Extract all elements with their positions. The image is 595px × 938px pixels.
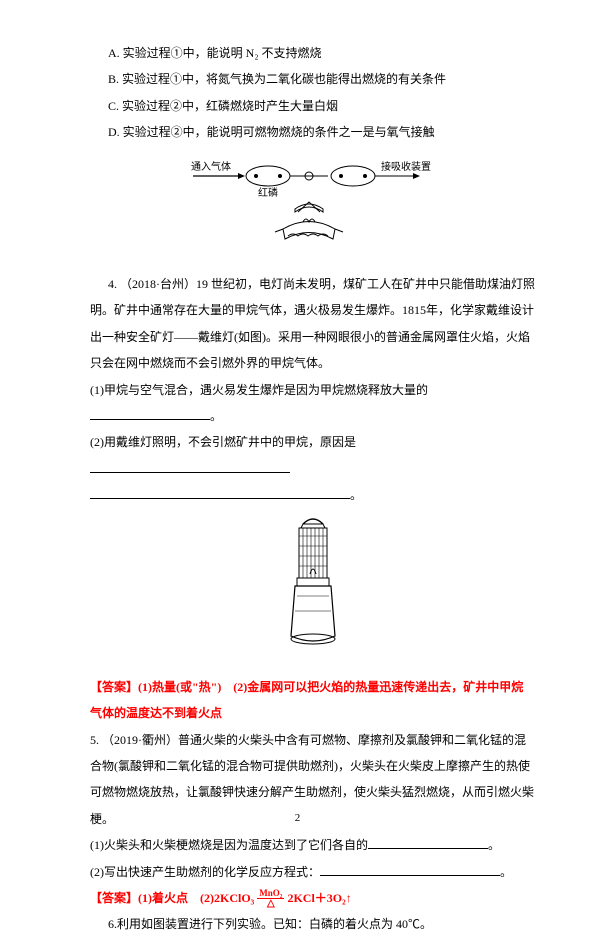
q5-part1: (1)火柴头和火柴梗燃烧是因为温度达到了它们各自的 。 <box>90 832 535 858</box>
page-number: 2 <box>0 806 595 830</box>
ans5-catalyst: MnO₂ <box>257 889 284 899</box>
blank-q4-3 <box>90 486 350 499</box>
option-a: A. 实验过程①中，能说明 N₂ 不支持燃烧 <box>90 40 535 66</box>
diagram-apparatus: 通入气体 接吸收装置 红磷 <box>90 154 535 263</box>
q4-p1-pre: (1)甲烷与空气混合，遇火易发生爆炸是因为甲烷燃烧释放大量的 <box>90 383 428 397</box>
answer-5: 【答案】(1)着火点 (2)2KClO₃ MnO₂ △ 2KCl＋3O₂↑ <box>90 885 535 911</box>
q5-p2-post: 。 <box>500 865 512 879</box>
blank-q4-2 <box>90 460 290 473</box>
q4-intro: 4. （2018·台州）19 世纪初，电灯尚未发明，煤矿工人在矿井中只能借助煤油… <box>90 271 535 377</box>
q4-part2-end: 。 <box>90 482 535 508</box>
q4-p1-post: 。 <box>210 409 222 423</box>
ans5-suffix: 2KCl＋3O₂↑ <box>287 891 351 905</box>
q5-p2-pre: (2)写出快速产生助燃剂的化学反应方程式： <box>90 865 320 879</box>
q5-p1-pre: (1)火柴头和火柴梗燃烧是因为温度达到了它们各自的 <box>90 838 368 852</box>
option-d: D. 实验过程②中，能说明可燃物燃烧的条件之一是与氧气接触 <box>90 119 535 145</box>
reaction-arrow: MnO₂ △ <box>257 889 284 909</box>
label-right: 接吸收装置 <box>381 160 431 173</box>
answer-4: 【答案】(1)热量(或"热") (2)金属网可以把火焰的热量迅速传递出去，矿井中… <box>90 674 535 727</box>
label-left: 通入气体 <box>191 160 231 173</box>
option-b: B. 实验过程①中，将氮气换为二氧化碳也能得出燃烧的有关条件 <box>90 66 535 92</box>
q4-part1: (1)甲烷与空气混合，遇火易发生爆炸是因为甲烷燃烧释放大量的。 <box>90 377 535 430</box>
q6: 6.利用如图装置进行下列实验。已知：白磷的着火点为 40℃。 <box>90 911 535 937</box>
diagram-lamp <box>90 516 535 665</box>
option-c: C. 实验过程②中，红磷燃烧时产生大量白烟 <box>90 93 535 119</box>
q4-p2-end: 。 <box>350 488 362 502</box>
q5-part2: (2)写出快速产生助燃剂的化学反应方程式： 。 <box>90 859 535 885</box>
q4-p2-pre: (2)用戴维灯照明，不会引燃矿井中的甲烷，原因是 <box>90 435 356 449</box>
q4-part2: (2)用戴维灯照明，不会引燃矿井中的甲烷，原因是 <box>90 429 535 482</box>
q5-p1-post: 。 <box>488 838 500 852</box>
blank-q5-1 <box>368 836 488 849</box>
ans5-delta: △ <box>257 899 284 909</box>
blank-q5-2 <box>320 863 500 876</box>
blank-q4-1 <box>90 407 210 420</box>
label-mid: 红磷 <box>258 186 278 199</box>
ans5-prefix: 【答案】(1)着火点 (2)2KClO₃ <box>90 891 254 905</box>
